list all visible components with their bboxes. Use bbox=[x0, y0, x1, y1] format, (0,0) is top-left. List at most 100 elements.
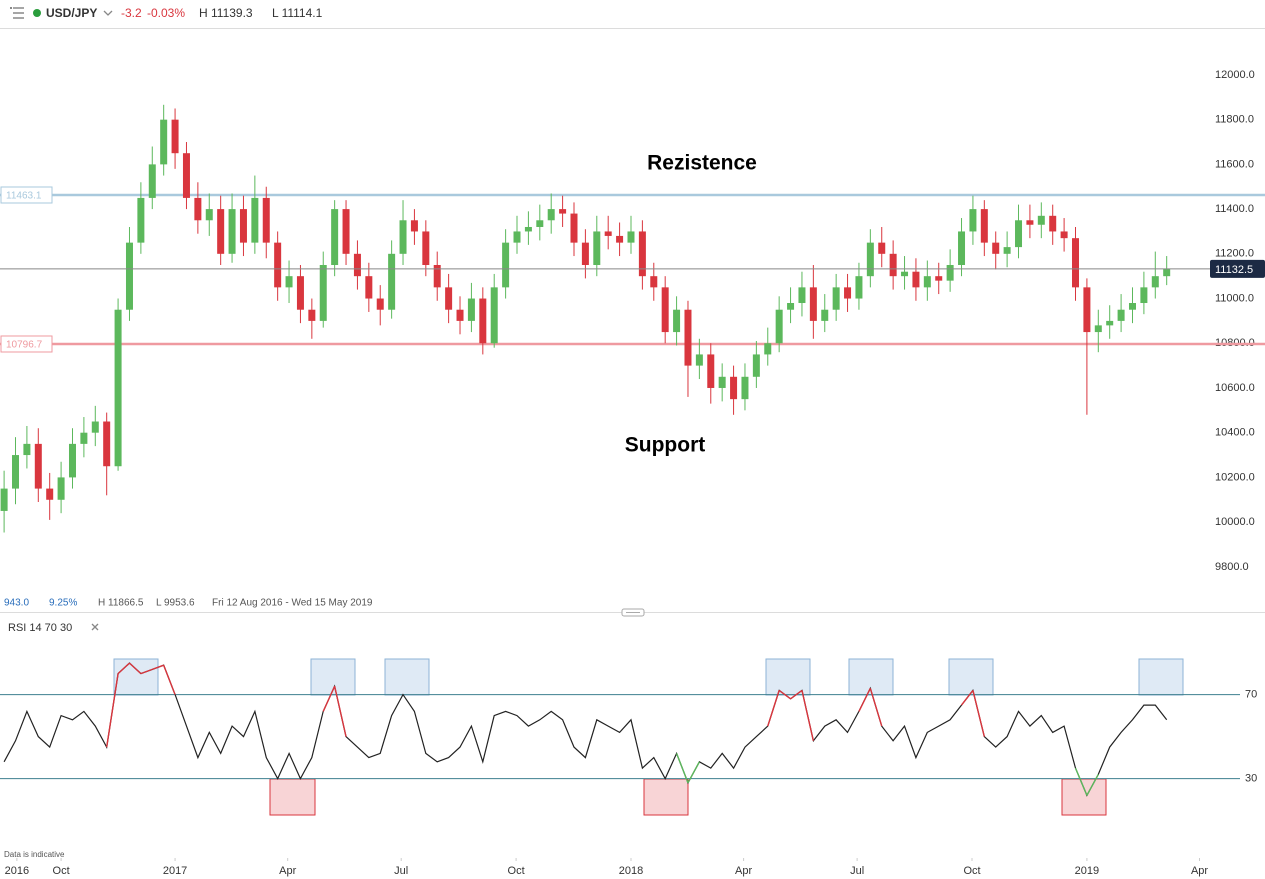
menu-icon[interactable] bbox=[10, 7, 12, 9]
y-tick-label: 11400.0 bbox=[1215, 203, 1254, 215]
candle-body bbox=[217, 209, 225, 254]
candle-body bbox=[319, 264, 327, 321]
session-low: L 11114.1 bbox=[272, 6, 323, 20]
change-percent: -0.03% bbox=[147, 6, 185, 20]
rsi-extreme-segment bbox=[960, 689, 974, 706]
status-dot bbox=[33, 9, 41, 17]
last-price-box bbox=[1210, 259, 1265, 278]
candle-body bbox=[809, 287, 817, 321]
candle-body bbox=[752, 354, 760, 377]
symbol-dropdown[interactable] bbox=[103, 10, 113, 16]
overbought-zone bbox=[113, 658, 159, 696]
candle-body bbox=[171, 119, 179, 154]
overbought-zone bbox=[384, 658, 430, 696]
candle-body bbox=[832, 287, 840, 310]
candle-body bbox=[775, 309, 783, 344]
rsi-tick-label: 30 bbox=[1245, 773, 1257, 785]
candle-body bbox=[342, 209, 350, 254]
candle-body bbox=[923, 276, 931, 288]
candle-body bbox=[593, 231, 601, 265]
candle-body bbox=[502, 242, 510, 288]
candle-body bbox=[1049, 215, 1057, 232]
candle-body bbox=[239, 209, 247, 243]
candle-body bbox=[23, 443, 31, 456]
candle-body bbox=[490, 287, 498, 344]
candle-body bbox=[1072, 238, 1080, 288]
level-label: 11463.1 bbox=[6, 191, 42, 202]
candle-body bbox=[1094, 325, 1102, 333]
layout bbox=[0, 7, 1265, 816]
candle-body bbox=[513, 231, 521, 243]
rsi-extreme-segment bbox=[687, 761, 700, 784]
candle-body bbox=[80, 432, 88, 444]
overbought-zone bbox=[1138, 658, 1184, 696]
y-tick-label: 11800.0 bbox=[1215, 114, 1254, 126]
candle-body bbox=[536, 220, 544, 227]
candle-body bbox=[262, 197, 270, 243]
candle-body bbox=[1140, 287, 1148, 304]
rsi-extreme-segment bbox=[972, 690, 986, 737]
candle-body bbox=[992, 242, 1000, 254]
candle-body bbox=[661, 287, 669, 333]
y-tick-label: 10600.0 bbox=[1215, 382, 1255, 394]
candle-body bbox=[46, 488, 54, 500]
candle-body bbox=[559, 209, 567, 214]
x-tick-label: Apr bbox=[735, 865, 752, 877]
level-label-box bbox=[0, 186, 53, 204]
candle-body bbox=[673, 309, 681, 333]
x-tick-label: Oct bbox=[53, 865, 70, 877]
rsi-extreme-segment bbox=[105, 673, 119, 748]
candle-body bbox=[410, 220, 418, 232]
candle-body bbox=[547, 209, 555, 221]
rsi-extreme-segment bbox=[869, 688, 883, 727]
candle-body bbox=[1106, 320, 1114, 326]
candle-body bbox=[570, 213, 578, 243]
candle-body bbox=[581, 242, 589, 265]
range-change: 943.0 bbox=[4, 598, 29, 609]
level-label: 10796.7 bbox=[6, 340, 43, 351]
rsi-extreme-segment bbox=[117, 662, 130, 675]
candle-body bbox=[1003, 247, 1011, 254]
candle-body bbox=[969, 209, 977, 232]
candle-body bbox=[1037, 215, 1045, 225]
oversold-zone bbox=[269, 778, 316, 816]
overbought-zones bbox=[113, 658, 1184, 696]
candle-body bbox=[148, 164, 156, 198]
candle-body bbox=[695, 354, 703, 366]
candle-body bbox=[285, 276, 293, 288]
candle-body bbox=[1128, 303, 1136, 310]
annotation: Rezistence bbox=[647, 152, 757, 175]
candle-body bbox=[980, 209, 988, 243]
candle-body bbox=[718, 376, 726, 388]
candle-body bbox=[399, 220, 407, 254]
y-tick-label: 11000.0 bbox=[1215, 292, 1254, 304]
candle-body bbox=[467, 298, 475, 321]
candle-body bbox=[388, 253, 396, 310]
candle-body bbox=[331, 209, 339, 265]
x-tick-label: Apr bbox=[279, 865, 296, 877]
x-tick-label: Jul bbox=[394, 865, 408, 877]
candle-body bbox=[616, 235, 624, 243]
candle-body bbox=[114, 309, 122, 467]
overbought-zone bbox=[948, 658, 994, 696]
x-tick-label: Oct bbox=[963, 865, 980, 877]
candle-body bbox=[308, 309, 316, 321]
candle-body bbox=[878, 242, 886, 254]
candle-body bbox=[844, 287, 852, 299]
indicator-label: RSI 14 70 30 bbox=[8, 622, 72, 634]
change: -3.2 bbox=[121, 6, 142, 20]
candle-body bbox=[627, 231, 635, 243]
candle-body bbox=[741, 376, 749, 400]
candle-body bbox=[194, 197, 202, 221]
rsi-extreme-segment bbox=[1086, 774, 1099, 796]
candle-body bbox=[764, 343, 772, 355]
candle-body bbox=[821, 309, 829, 321]
candle-body bbox=[935, 276, 943, 281]
rsi-extreme-segment bbox=[858, 687, 871, 712]
candle-body bbox=[103, 421, 111, 467]
candle-body bbox=[456, 309, 464, 321]
overbought-zone bbox=[765, 658, 811, 696]
rsi-extreme-segment bbox=[333, 686, 347, 737]
candle-body bbox=[524, 226, 532, 232]
candle-body bbox=[91, 421, 99, 433]
